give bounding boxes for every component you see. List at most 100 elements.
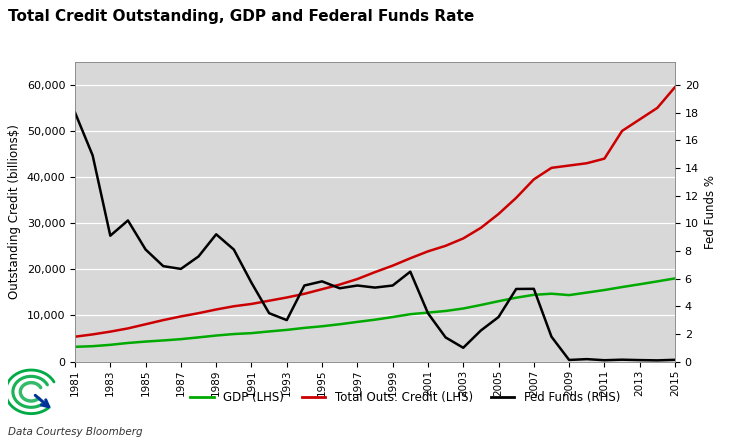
Y-axis label: Fed Funds %: Fed Funds % [704,175,718,249]
GDP (LHS) [565,292,574,298]
Total Outs. Credit (LHS) [476,225,485,231]
Total Outs. Credit (LHS) [282,295,291,300]
Fed Funds (RHS) [370,285,380,290]
Total Outs. Credit (LHS) [652,105,662,111]
Total Outs. Credit (LHS) [176,314,185,319]
Line: GDP (LHS): GDP (LHS) [75,278,675,347]
GDP (LHS) [194,335,203,340]
Fed Funds (RHS) [424,310,433,316]
GDP (LHS) [106,342,115,348]
GDP (LHS) [441,308,450,314]
Fed Funds (RHS) [476,328,485,333]
Total Outs. Credit (LHS) [388,263,398,268]
GDP (LHS) [512,295,520,300]
GDP (LHS) [530,292,538,298]
GDP (LHS) [424,310,433,315]
GDP (LHS) [370,317,380,322]
Fed Funds (RHS) [652,358,662,363]
Total Outs. Credit (LHS) [194,310,203,316]
GDP (LHS) [476,303,485,308]
Fed Funds (RHS) [282,318,291,323]
Fed Funds (RHS) [141,247,150,252]
Fed Funds (RHS) [335,286,344,291]
Fed Funds (RHS) [494,314,503,320]
Total Outs. Credit (LHS) [512,195,520,201]
Fed Funds (RHS) [441,335,450,340]
Total Outs. Credit (LHS) [141,321,150,327]
Fed Funds (RHS) [406,269,415,274]
GDP (LHS) [582,290,591,295]
Fed Funds (RHS) [459,345,468,351]
GDP (LHS) [388,314,398,320]
Total Outs. Credit (LHS) [670,85,680,90]
Fed Funds (RHS) [670,357,680,363]
Fed Funds (RHS) [106,233,115,238]
Total Outs. Credit (LHS) [335,282,344,287]
Fed Funds (RHS) [635,358,644,363]
GDP (LHS) [600,288,609,293]
Text: Total Credit Outstanding, GDP and Federal Funds Rate: Total Credit Outstanding, GDP and Federa… [8,9,474,24]
Fed Funds (RHS) [600,358,609,363]
Total Outs. Credit (LHS) [370,269,380,275]
Total Outs. Credit (LHS) [530,177,538,182]
GDP (LHS) [124,340,133,346]
Total Outs. Credit (LHS) [265,298,274,303]
GDP (LHS) [247,330,256,336]
Total Outs. Credit (LHS) [230,303,238,309]
Fed Funds (RHS) [617,357,626,363]
Total Outs. Credit (LHS) [441,243,450,248]
Total Outs. Credit (LHS) [600,156,609,161]
Fed Funds (RHS) [176,266,185,272]
GDP (LHS) [670,276,680,281]
Fed Funds (RHS) [194,254,203,259]
GDP (LHS) [159,338,168,343]
Fed Funds (RHS) [230,247,238,252]
Fed Funds (RHS) [352,283,362,288]
Total Outs. Credit (LHS) [159,318,168,323]
GDP (LHS) [282,327,291,333]
GDP (LHS) [300,325,309,331]
GDP (LHS) [70,344,80,349]
GDP (LHS) [335,321,344,327]
GDP (LHS) [317,324,326,329]
Fed Funds (RHS) [300,283,309,288]
Fed Funds (RHS) [124,218,133,223]
Line: Fed Funds (RHS): Fed Funds (RHS) [75,112,675,360]
Fed Funds (RHS) [70,110,80,115]
GDP (LHS) [652,279,662,284]
Total Outs. Credit (LHS) [424,249,433,254]
Fed Funds (RHS) [565,357,574,363]
Fed Funds (RHS) [317,279,326,284]
Fed Funds (RHS) [530,286,538,292]
Total Outs. Credit (LHS) [582,161,591,166]
Total Outs. Credit (LHS) [635,117,644,122]
GDP (LHS) [547,291,556,296]
GDP (LHS) [406,311,415,317]
Total Outs. Credit (LHS) [494,211,503,217]
Total Outs. Credit (LHS) [352,277,362,282]
GDP (LHS) [230,331,238,336]
Fed Funds (RHS) [512,286,520,292]
GDP (LHS) [265,329,274,334]
GDP (LHS) [176,336,185,342]
Fed Funds (RHS) [159,263,168,269]
Total Outs. Credit (LHS) [406,256,415,261]
Total Outs. Credit (LHS) [247,301,256,306]
GDP (LHS) [494,299,503,304]
Text: Data Courtesy Bloomberg: Data Courtesy Bloomberg [8,426,142,437]
Fed Funds (RHS) [211,232,220,237]
GDP (LHS) [617,284,626,290]
Total Outs. Credit (LHS) [317,287,326,292]
Total Outs. Credit (LHS) [70,334,80,340]
GDP (LHS) [635,282,644,287]
Total Outs. Credit (LHS) [547,165,556,171]
Total Outs. Credit (LHS) [88,332,98,337]
GDP (LHS) [88,344,98,349]
GDP (LHS) [141,339,150,344]
Total Outs. Credit (LHS) [565,163,574,168]
GDP (LHS) [459,306,468,311]
Total Outs. Credit (LHS) [300,291,309,296]
Total Outs. Credit (LHS) [106,329,115,334]
Line: Total Outs. Credit (LHS): Total Outs. Credit (LHS) [75,87,675,337]
Total Outs. Credit (LHS) [124,326,133,331]
